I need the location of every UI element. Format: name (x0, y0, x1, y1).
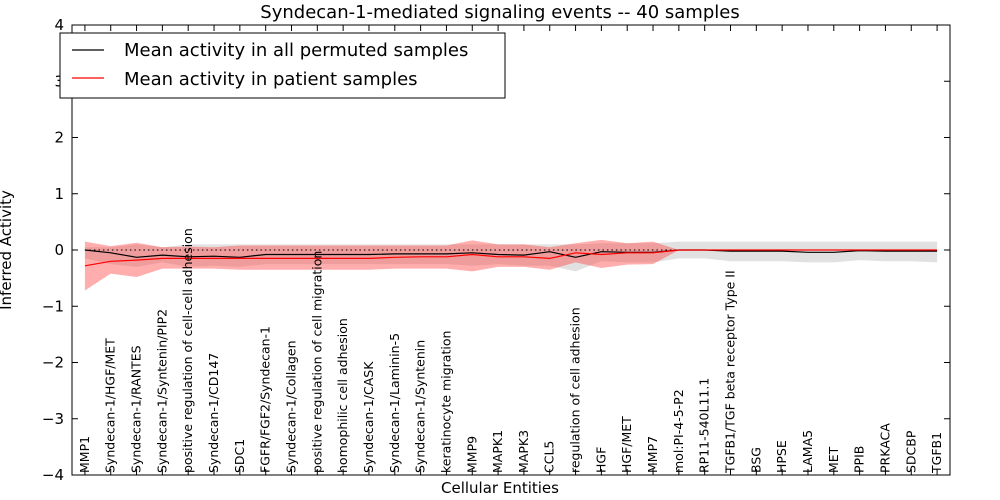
x-category-label: positive regulation of cell migration (309, 251, 324, 473)
x-category-label: HGF (593, 447, 608, 473)
y-tick-label: −1 (42, 297, 64, 315)
legend-label-permuted: Mean activity in all permuted samples (124, 40, 468, 61)
y-tick-label: 1 (54, 185, 64, 203)
x-category-label: Syndecan-1/Syntenin/PIP2 (154, 309, 169, 473)
series-line-patient (84, 249, 938, 267)
x-category-label: TGFB1 (929, 432, 944, 474)
y-tick-label: −2 (42, 354, 64, 372)
x-axis-label: Cellular Entities (441, 479, 559, 497)
x-category-label: keratinocyte migration (438, 331, 453, 473)
x-category-label: MMP9 (464, 436, 479, 473)
x-category-label: TGFB1/TGF beta receptor Type II (723, 270, 738, 474)
x-category-label: MMP1 (77, 436, 92, 473)
x-category-label: Syndecan-1/Syntenin (413, 340, 428, 473)
y-tick-label: 2 (54, 129, 64, 147)
x-category-label: MET (826, 446, 841, 473)
y-tick-label: 3 (54, 72, 64, 90)
x-category-label: MAPK3 (516, 430, 531, 473)
x-category-label: SDCBP (903, 430, 918, 473)
y-tick-label: −3 (42, 410, 64, 428)
x-category-label: Syndecan-1/CASK (361, 361, 376, 473)
legend-box (59, 32, 506, 99)
x-category-label: BSG (748, 447, 763, 473)
x-category-label: SDC1 (232, 439, 247, 473)
x-category-label: HGF/MET (619, 416, 634, 473)
confidence-bands (84, 239, 938, 291)
x-category-label: FGFR/FGF2/Syndecan-1 (258, 326, 273, 473)
x-category-label: HPSE (774, 440, 789, 473)
x-category-label: CCL5 (542, 441, 557, 473)
x-category-label: MMP7 (645, 436, 660, 473)
x-category-label: MAPK1 (490, 430, 505, 473)
x-category-label: RP11-540L11.1 (697, 378, 712, 473)
x-category-label: Syndecan-1/HGF/MET (103, 338, 118, 473)
x-category-label: PRKACA (877, 423, 892, 473)
legend: Mean activity in all permuted samples Me… (59, 32, 506, 99)
x-category-label: LAMA5 (800, 430, 815, 473)
y-tick-label: 0 (54, 241, 64, 259)
series-line-permuted (84, 249, 938, 258)
chart-title: Syndecan-1-mediated signaling events -- … (260, 2, 739, 23)
x-category-label: Syndecan-1/CD147 (206, 353, 221, 473)
x-category-labels: MMP1 Syndecan-1/HGF/MET Syndecan-1/RANTES S… (77, 25, 944, 475)
legend-label-patient: Mean activity in patient samples (124, 69, 418, 90)
x-category-label: Syndecan-1/Laminin-5 (387, 333, 402, 473)
y-tick-label: −4 (42, 466, 64, 484)
y-tick-label: 4 (54, 16, 64, 34)
y-axis: −4 −3 −2 −1 0 1 2 3 4 (42, 16, 950, 484)
x-category-label: regulation of cell adhesion (568, 307, 583, 473)
x-category-label: homophilic cell adhesion (335, 318, 350, 473)
x-category-label: Syndecan-1/RANTES (129, 345, 144, 473)
y-axis-label: Inferred Activity (0, 190, 15, 310)
band-patient (84, 239, 938, 291)
x-category-label: PPIB (852, 446, 867, 473)
x-category-label: positive regulation of cell-cell adhesio… (180, 228, 195, 473)
series-lines (84, 249, 938, 267)
x-category-label: Syndecan-1/Collagen (284, 340, 299, 473)
x-category-label: mol:PI-4-5-P2 (671, 389, 686, 473)
